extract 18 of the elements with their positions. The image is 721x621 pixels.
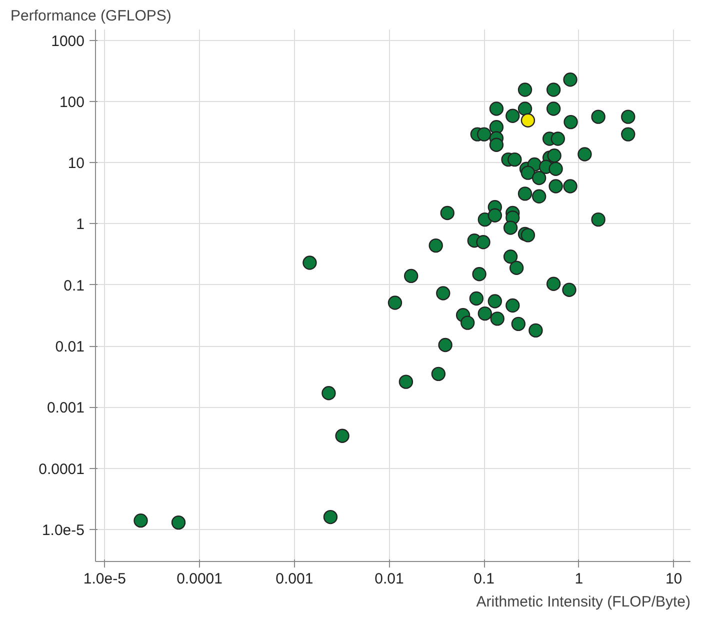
y-tick-label: 1.0e-5 — [42, 522, 85, 540]
x-tick-label: 0.01 — [374, 570, 404, 588]
y-tick-label: 0.0001 — [38, 460, 85, 478]
y-tick-label: 1 — [76, 216, 84, 234]
x-tick-label: 0.001 — [276, 570, 314, 588]
y-tick-label: 0.01 — [55, 338, 85, 356]
x-tick-label: 0.1 — [474, 570, 495, 588]
y-tick-label: 10 — [68, 155, 85, 172]
x-axis-title: Arithmetic Intensity (FLOP/Byte) — [476, 594, 691, 610]
y-tick-label: 0.1 — [64, 277, 85, 294]
y-axis-title: Performance (GFLOPS) — [10, 8, 172, 24]
y-tick-label: 1000 — [51, 32, 85, 50]
x-tick-label: 1 — [574, 570, 584, 588]
x-tick-label: 1.0e-5 — [83, 570, 126, 588]
x-tick-label: 10 — [665, 570, 682, 588]
y-tick-label: 100 — [59, 94, 85, 111]
y-tick-label: 0.001 — [46, 400, 85, 417]
x-tick-label: 0.0001 — [176, 570, 222, 588]
